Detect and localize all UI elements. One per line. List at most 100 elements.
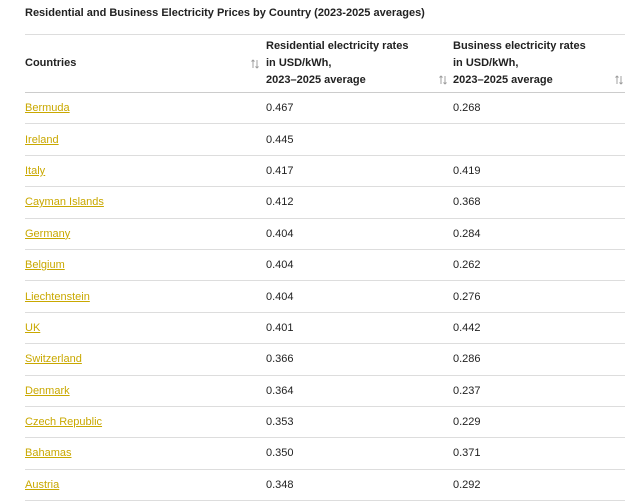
table-cell: Bermuda — [25, 92, 262, 125]
table-cell: 0.442 — [449, 312, 625, 345]
header-text: 2023–2025 average — [266, 74, 366, 86]
country-link[interactable]: Italy — [25, 164, 46, 177]
country-link[interactable]: Switzerland — [25, 353, 82, 366]
table-cell: 0.419 — [449, 155, 625, 188]
table-cell: Germany — [25, 218, 262, 250]
table-cell: 0.350 — [262, 437, 449, 470]
table-row: Denmark 0.364 0.237 — [25, 375, 625, 407]
table-row: UK 0.401 0.442 — [25, 312, 625, 345]
cell-value: 0.237 — [453, 384, 481, 397]
table-cell: 0.445 — [262, 123, 449, 156]
cell-value: 0.366 — [266, 353, 294, 366]
table-cell: 0.262 — [449, 249, 625, 282]
column-header[interactable]: Business electricity rates in USD/kWh, 202… — [449, 34, 625, 93]
table-title: Residential and Business Electricity Pri… — [25, 7, 425, 19]
cell-value: 0.350 — [266, 447, 294, 460]
table-row: Switzerland 0.366 0.286 — [25, 343, 625, 376]
header-text: in USD/kWh, — [266, 57, 332, 69]
country-link[interactable]: Cayman Islands — [25, 196, 104, 209]
sort-icon[interactable] — [439, 74, 447, 85]
table-cell: 0.286 — [449, 343, 625, 376]
table-cell: Cayman Islands — [25, 186, 262, 219]
table-cell: Czech Republic — [25, 406, 262, 439]
table-row: Cayman Islands 0.412 0.368 — [25, 186, 625, 219]
cell-value: 0.417 — [266, 164, 294, 177]
table-cell: 0.364 — [262, 375, 449, 407]
country-link[interactable]: Bahamas — [25, 447, 72, 460]
table-cell — [449, 123, 625, 156]
table-row: Bermuda 0.467 0.268 — [25, 92, 625, 125]
table-cell: 0.366 — [262, 343, 449, 376]
cell-value: 0.292 — [453, 478, 481, 491]
table-cell: Bahamas — [25, 437, 262, 470]
cell-value: 0.368 — [453, 196, 481, 209]
table-cell: 0.401 — [262, 312, 449, 345]
table-cell: 0.368 — [449, 186, 625, 219]
cell-value: 0.404 — [266, 290, 294, 303]
table-row: Czech Republic 0.353 0.229 — [25, 406, 625, 439]
header-text: in USD/kWh, — [453, 57, 519, 69]
table-cell: Belgium — [25, 249, 262, 282]
country-link[interactable]: Austria — [25, 478, 60, 491]
country-link[interactable]: Belgium — [25, 259, 65, 272]
cell-value: 0.276 — [453, 290, 481, 303]
header-text: Residential electricity rates — [266, 40, 409, 52]
cell-value: 0.371 — [453, 447, 481, 460]
table-cell: 0.467 — [262, 92, 449, 125]
table-row: Liechtenstein 0.404 0.276 — [25, 280, 625, 313]
cell-value: 0.268 — [453, 102, 481, 115]
cell-value: 0.348 — [266, 478, 294, 491]
column-header[interactable]: Countries — [25, 34, 262, 93]
sort-icon[interactable] — [615, 74, 623, 85]
table-cell: 0.371 — [449, 437, 625, 470]
table-row: Belgium 0.404 0.262 — [25, 249, 625, 282]
table-row: Germany 0.404 0.284 — [25, 218, 625, 250]
cell-value: 0.467 — [266, 102, 294, 115]
table-cell: Italy — [25, 155, 262, 188]
price-table: Countries Residential electricity rates in… — [25, 34, 625, 501]
cell-value: 0.412 — [266, 196, 294, 209]
cell-value: 0.401 — [266, 321, 294, 334]
table-cell: 0.292 — [449, 469, 625, 501]
table-cell: Liechtenstein — [25, 280, 262, 313]
table-cell: 0.229 — [449, 406, 625, 439]
table-cell: Switzerland — [25, 343, 262, 376]
country-link[interactable]: Czech Republic — [25, 416, 103, 429]
table-cell: Ireland — [25, 123, 262, 156]
country-link[interactable]: Liechtenstein — [25, 290, 90, 303]
cell-value: 0.364 — [266, 384, 294, 397]
table-cell: 0.404 — [262, 249, 449, 282]
table-row: Italy 0.417 0.419 — [25, 155, 625, 188]
table-cell: 0.353 — [262, 406, 449, 439]
table-cell: 0.284 — [449, 218, 625, 250]
table-cell: Denmark — [25, 375, 262, 407]
header-text: Countries — [25, 57, 77, 69]
table-cell: 0.412 — [262, 186, 449, 219]
country-link[interactable]: Ireland — [25, 133, 59, 146]
header-row: Countries Residential electricity rates in… — [25, 34, 625, 93]
country-link[interactable]: Germany — [25, 227, 71, 240]
cell-value: 0.286 — [453, 353, 481, 366]
table-cell: 0.276 — [449, 280, 625, 313]
cell-value: 0.353 — [266, 416, 294, 429]
table-cell: 0.348 — [262, 469, 449, 501]
country-link[interactable]: UK — [25, 321, 41, 334]
table-body: Bermuda 0.467 0.268 Ireland 0.445 Italy 0.417 0… — [25, 92, 625, 501]
cell-value: 0.404 — [266, 227, 294, 240]
country-link[interactable]: Denmark — [25, 384, 70, 397]
table-cell: 0.404 — [262, 218, 449, 250]
table-cell: 0.417 — [262, 155, 449, 188]
table-row: Austria 0.348 0.292 — [25, 469, 625, 501]
header-text: 2023–2025 average — [453, 74, 553, 86]
cell-value: 0.284 — [453, 227, 481, 240]
table-cell: 0.268 — [449, 92, 625, 125]
column-header[interactable]: Residential electricity rates in USD/kWh,… — [262, 34, 449, 93]
table-cell: Austria — [25, 469, 262, 501]
table-cell: 0.237 — [449, 375, 625, 407]
cell-value: 0.229 — [453, 416, 481, 429]
cell-value: 0.404 — [266, 259, 294, 272]
cell-value: 0.262 — [453, 259, 481, 272]
country-link[interactable]: Bermuda — [25, 102, 70, 115]
sort-icon[interactable] — [251, 58, 259, 69]
